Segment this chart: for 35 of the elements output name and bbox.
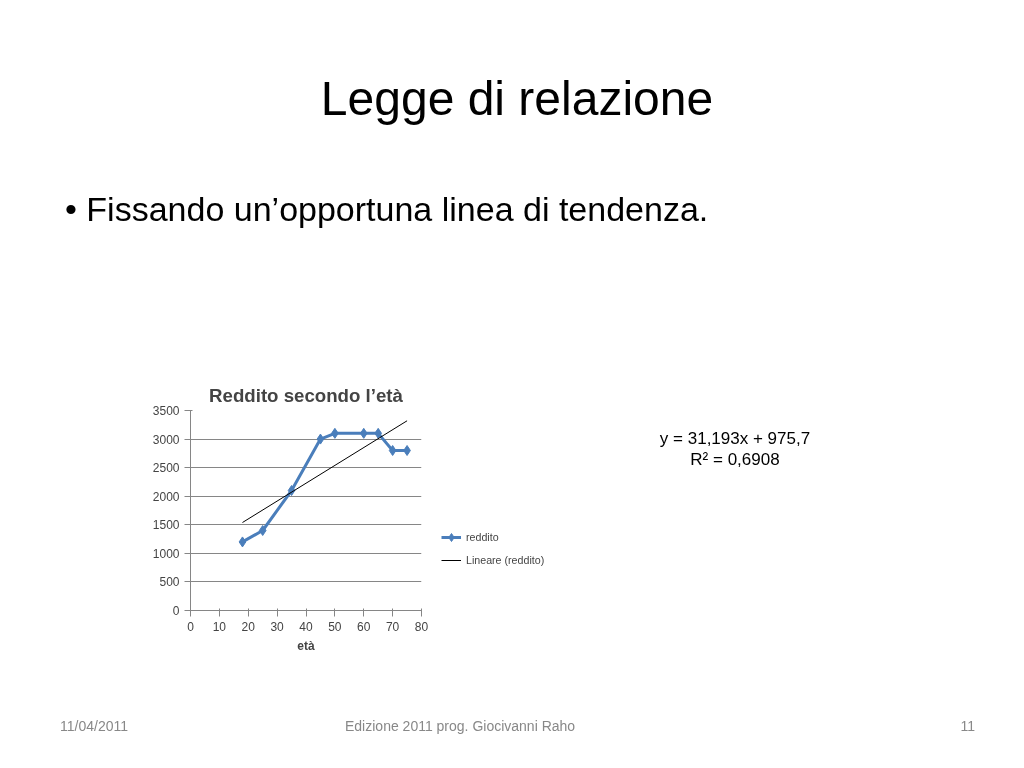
y-tick-label: 3500 [152,404,180,418]
chart-title: Reddito secondo l’età [209,384,404,406]
point [403,445,411,456]
text: • Fissando un’opportuna linea di tendenza. [65,189,709,230]
y-tick-label: 2000 [152,489,180,504]
y-tick-label: 2500 [152,461,180,476]
x-tick-label: 0 [187,619,195,634]
text: 11 [960,717,975,736]
point [359,427,368,439]
x-tick-label: 50 [328,619,342,634]
x-axis-title: età [297,638,315,653]
y-tick-label: 1500 [152,518,180,533]
text: R² = 0,6908 [690,450,780,470]
y-tick-label: 3000 [152,432,180,447]
point [238,536,247,548]
point [388,445,397,456]
text: Edizione 2011 prog. Giocivanni Raho [345,717,576,736]
text: 11/04/2011 [60,717,128,736]
point [258,525,267,536]
y-tick-label: 500 [159,575,180,590]
legend-label: reddito [466,531,499,543]
text: Legge di relazione [320,71,714,127]
x-tick-label: 10 [212,619,227,634]
x-tick-label: 20 [241,619,256,634]
y-tick-label: 0 [172,604,180,618]
x-tick-label: 30 [270,619,285,634]
point [374,427,383,439]
text: y = 31,193x + 975,7 [659,429,811,448]
y-tick-label: 1000 [152,546,180,561]
x-tick-label: 80 [414,619,429,634]
point [316,433,325,445]
legend-label: Lineare (reddito) [466,554,545,566]
x-tick-label: 70 [385,619,400,634]
x-tick-label: 60 [357,619,371,634]
x-tick-label: 40 [299,619,313,634]
